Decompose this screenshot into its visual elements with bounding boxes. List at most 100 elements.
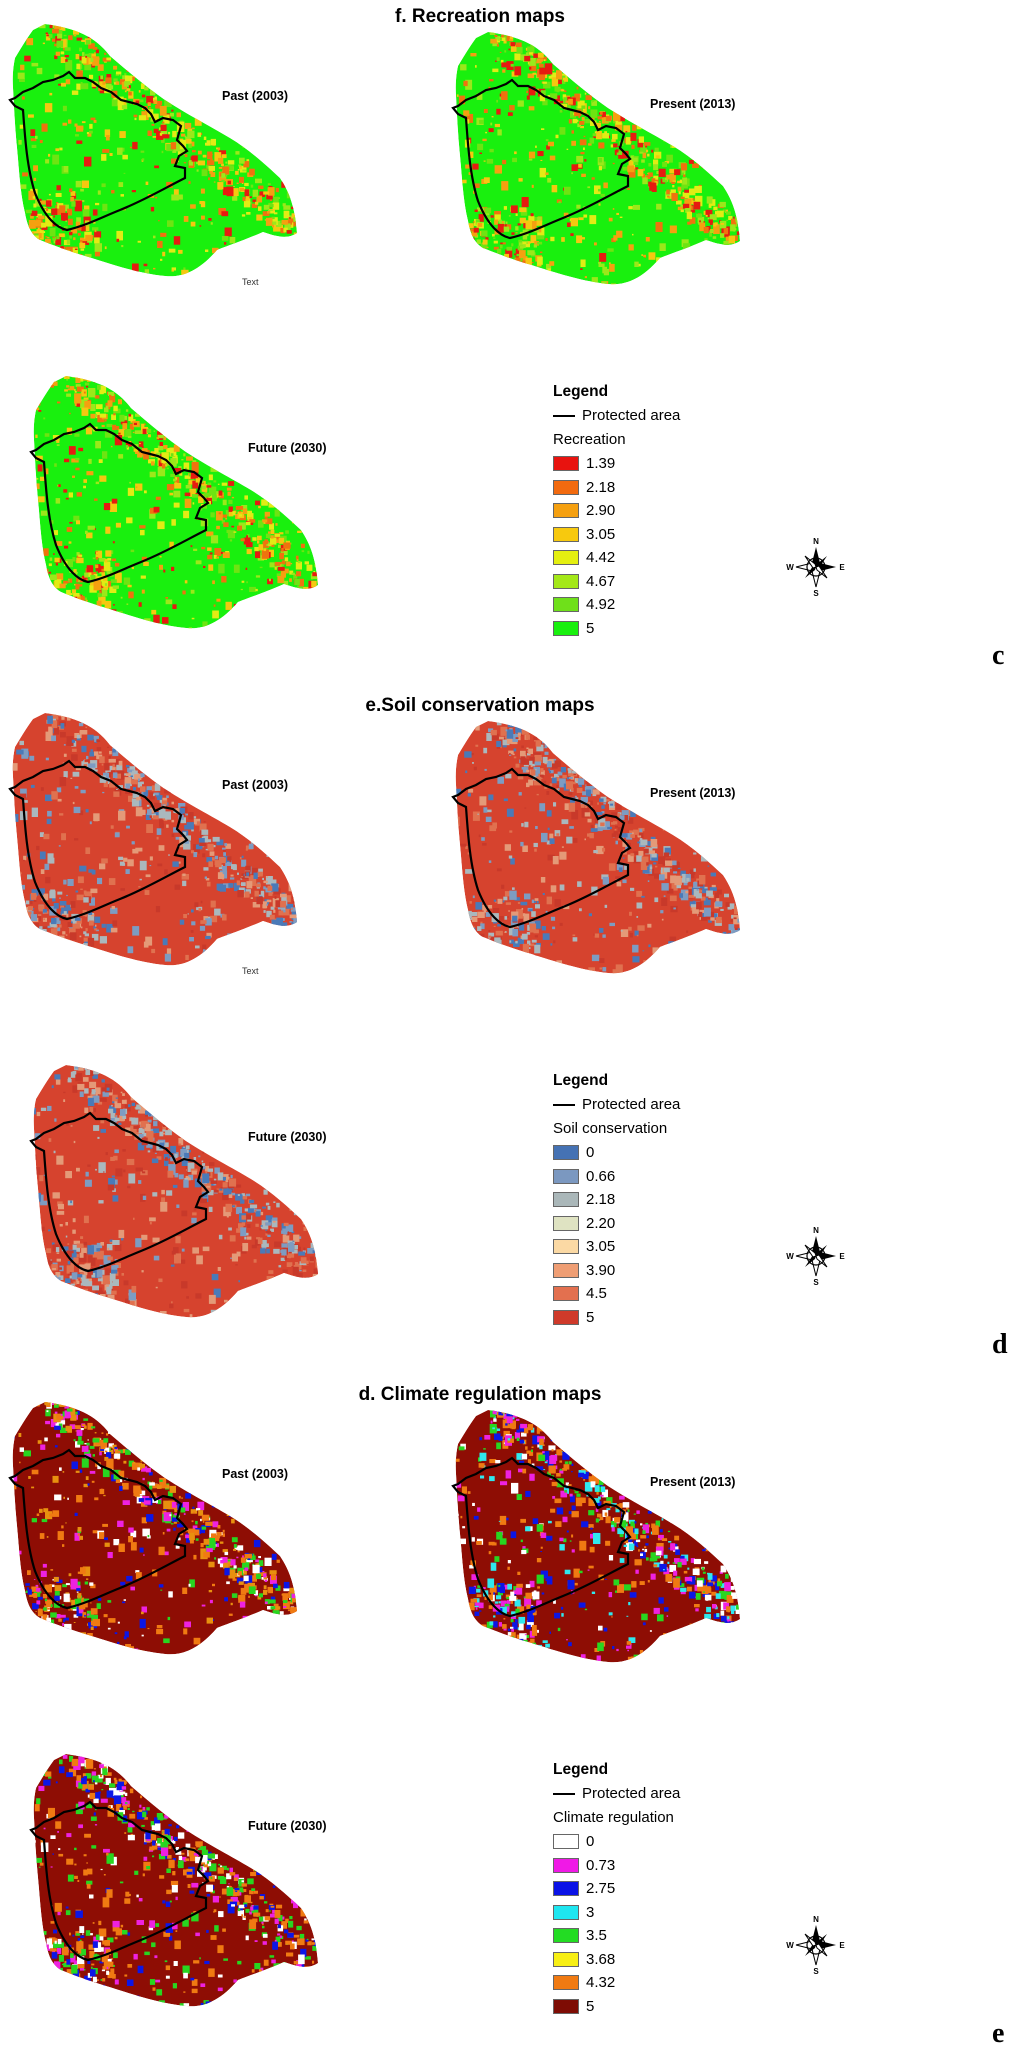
raster-patch (286, 926, 292, 935)
raster-patch (549, 833, 554, 839)
raster-patch (100, 619, 106, 625)
raster-patch (531, 271, 538, 275)
raster-patch (736, 941, 741, 947)
raster-patch (689, 901, 696, 907)
raster-patch (188, 627, 192, 629)
raster-patch (155, 38, 162, 45)
raster-patch (524, 893, 531, 900)
raster-patch (46, 818, 52, 825)
raster-patch (725, 236, 729, 241)
raster-patch (55, 563, 58, 566)
raster-patch (255, 588, 258, 592)
raster-patch (66, 589, 71, 595)
raster-patch (73, 806, 81, 814)
raster-patch (503, 261, 511, 272)
raster-patch (291, 882, 294, 883)
raster-patch (277, 410, 285, 416)
raster-patch (557, 771, 563, 776)
raster-patch (223, 384, 226, 387)
raster-patch (88, 763, 96, 768)
raster-patch (631, 144, 635, 149)
raster-patch (162, 463, 166, 469)
raster-patch (45, 757, 49, 761)
raster-patch (141, 556, 147, 562)
raster-patch (84, 60, 92, 71)
raster-patch (450, 789, 454, 792)
raster-patch (578, 217, 584, 221)
raster-patch (147, 713, 152, 714)
raster-patch (476, 267, 484, 273)
raster-patch (530, 220, 537, 230)
raster-patch (540, 877, 546, 883)
raster-patch (719, 165, 724, 170)
raster-patch (269, 51, 272, 53)
raster-patch (133, 388, 138, 391)
raster-patch (54, 55, 58, 60)
raster-patch (732, 928, 739, 935)
raster-patch (44, 103, 53, 113)
raster-patch (55, 236, 61, 244)
raster-patch (210, 535, 219, 544)
raster-patch (25, 941, 28, 944)
raster-patch (503, 35, 507, 37)
raster-patch (531, 939, 537, 943)
raster-patch (257, 882, 261, 885)
raster-patch (160, 130, 168, 135)
raster-patch (76, 715, 80, 719)
raster-patch (85, 809, 89, 813)
raster-patch (67, 370, 74, 375)
raster-patch (184, 839, 189, 844)
raster-patch (291, 572, 295, 575)
raster-patch (169, 767, 174, 770)
raster-patch (274, 509, 280, 517)
raster-patch (672, 862, 680, 872)
raster-patch (223, 400, 229, 404)
raster-patch (181, 1146, 186, 1151)
raster-patch (228, 499, 233, 504)
raster-patch (160, 730, 167, 735)
raster-patch (455, 897, 458, 906)
raster-patch (87, 963, 95, 966)
raster-patch (75, 467, 80, 471)
raster-patch (120, 888, 125, 891)
raster-patch (673, 72, 676, 76)
raster-patch (614, 122, 623, 131)
raster-patch (611, 833, 617, 838)
raster-patch (593, 46, 601, 54)
raster-patch (269, 914, 275, 920)
raster-patch (70, 901, 76, 908)
raster-patch (163, 436, 167, 441)
raster-patch (112, 541, 115, 544)
raster-patch (615, 78, 622, 83)
raster-patch (254, 1209, 261, 1213)
raster-patch (506, 952, 510, 955)
raster-patch (29, 252, 36, 260)
raster-patch (287, 733, 291, 739)
raster-patch (274, 212, 278, 215)
raster-patch (237, 471, 240, 475)
raster-patch (637, 841, 641, 844)
raster-patch (651, 149, 654, 153)
raster-patch (239, 157, 245, 164)
raster-patch (534, 754, 542, 764)
raster-patch (41, 123, 48, 132)
raster-patch (39, 140, 43, 144)
raster-patch (477, 813, 480, 815)
raster-patch (158, 220, 160, 222)
raster-patch (534, 935, 538, 938)
raster-patch (43, 833, 50, 840)
raster-patch (658, 856, 666, 864)
raster-patch (490, 729, 497, 736)
raster-patch (93, 120, 97, 123)
raster-patch (187, 40, 193, 44)
raster-patch (88, 920, 94, 926)
raster-patch (44, 433, 50, 437)
raster-patch (75, 264, 81, 270)
raster-patch (26, 237, 29, 240)
raster-patch (225, 161, 228, 164)
raster-patch (500, 262, 507, 268)
raster-patch (729, 862, 733, 866)
raster-patch (72, 475, 75, 478)
raster-patch (545, 139, 549, 142)
raster-patch (598, 203, 601, 206)
